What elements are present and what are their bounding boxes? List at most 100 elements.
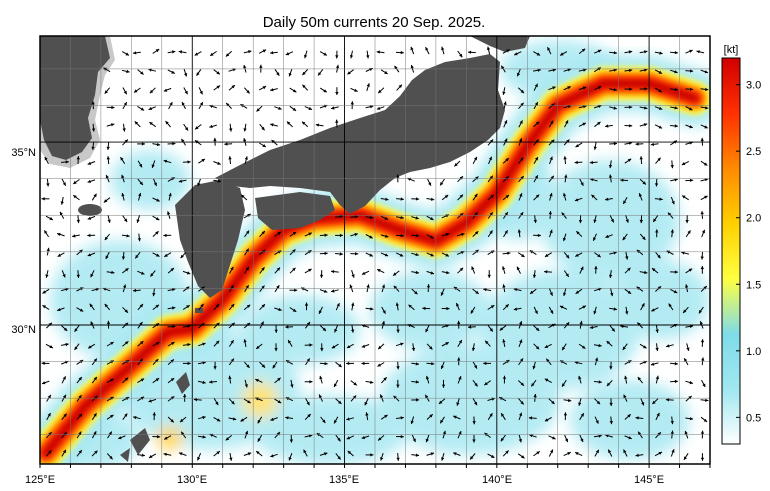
current-arrow xyxy=(533,306,538,315)
current-arrow xyxy=(549,192,553,201)
current-arrow xyxy=(668,303,674,311)
current-arrow xyxy=(259,142,267,148)
current-arrow xyxy=(486,46,491,55)
current-arrow xyxy=(167,288,176,292)
current-arrow xyxy=(213,398,219,406)
current-arrow xyxy=(349,50,354,59)
current-arrow xyxy=(167,416,175,423)
current-arrow xyxy=(625,306,629,315)
current-arrow xyxy=(106,270,115,274)
current-arrow xyxy=(148,106,157,111)
current-arrow xyxy=(134,121,141,128)
current-arrow xyxy=(395,342,404,347)
current-arrow xyxy=(377,343,385,350)
current-arrow xyxy=(351,324,355,333)
current-arrow xyxy=(439,416,445,424)
current-arrow xyxy=(57,252,65,258)
current-arrow xyxy=(700,87,709,92)
current-arrow xyxy=(152,252,160,257)
current-arrow xyxy=(640,303,645,311)
current-arrow xyxy=(441,270,450,275)
current-arrow xyxy=(483,288,492,292)
current-arrow xyxy=(561,343,567,351)
current-arrow xyxy=(639,106,648,110)
current-arrow xyxy=(701,379,706,388)
current-arrow xyxy=(548,120,554,128)
current-arrow xyxy=(244,266,250,274)
current-arrow xyxy=(620,178,629,182)
current-arrow xyxy=(472,434,476,443)
current-arrow xyxy=(411,343,416,352)
current-arrow xyxy=(700,416,708,423)
current-arrow xyxy=(654,69,663,75)
current-arrow xyxy=(488,156,493,165)
current-arrow xyxy=(548,398,555,405)
current-arrow xyxy=(197,178,201,187)
current-arrow xyxy=(578,48,586,54)
current-arrow xyxy=(335,398,342,405)
current-arrow xyxy=(533,194,540,201)
jeju-island xyxy=(78,204,102,216)
current-arrow xyxy=(377,87,385,94)
current-arrow xyxy=(670,449,675,457)
current-arrow xyxy=(335,215,343,219)
current-arrow xyxy=(365,307,374,311)
current-arrow xyxy=(426,343,433,350)
current-arrow xyxy=(377,362,385,367)
current-arrow xyxy=(623,449,628,457)
current-arrow xyxy=(318,306,323,315)
current-arrow xyxy=(167,69,176,74)
current-arrow xyxy=(639,87,648,91)
current-arrow xyxy=(270,123,278,127)
current-arrow xyxy=(685,178,694,182)
current-arrow xyxy=(625,215,629,223)
current-arrow xyxy=(427,178,432,187)
current-arrow xyxy=(609,325,616,332)
current-arrow xyxy=(441,306,450,311)
current-arrow xyxy=(167,325,176,329)
current-arrow xyxy=(243,50,252,54)
current-arrow xyxy=(183,123,189,131)
current-arrow xyxy=(198,342,206,347)
current-arrow xyxy=(654,451,663,457)
current-arrow xyxy=(578,215,583,224)
current-arrow xyxy=(639,215,643,224)
current-arrow xyxy=(547,46,552,55)
current-arrow xyxy=(425,324,430,333)
current-arrow xyxy=(395,435,404,439)
current-arrow xyxy=(454,160,461,167)
current-arrow xyxy=(228,339,235,347)
current-arrow xyxy=(637,376,643,384)
current-arrow xyxy=(605,234,613,238)
current-arrow xyxy=(685,268,693,274)
current-arrow xyxy=(533,215,537,224)
current-arrow xyxy=(575,252,583,257)
current-arrow xyxy=(304,434,313,438)
current-arrow xyxy=(163,233,172,238)
current-arrow xyxy=(182,304,190,310)
current-arrow xyxy=(304,380,313,384)
current-arrow xyxy=(121,234,130,238)
current-arrow xyxy=(57,307,65,312)
current-arrow xyxy=(593,85,602,91)
current-arrow xyxy=(132,288,141,293)
amami-islands xyxy=(120,372,190,462)
lon-tick-label: 140°E xyxy=(482,474,512,486)
current-arrow xyxy=(518,339,523,347)
current-arrow xyxy=(396,174,400,183)
current-arrow xyxy=(103,197,111,203)
current-arrow xyxy=(700,339,705,347)
current-arrow xyxy=(303,449,308,457)
current-arrow xyxy=(76,413,83,420)
current-arrow xyxy=(376,268,385,274)
current-arrow xyxy=(563,86,572,91)
current-arrow xyxy=(103,67,111,73)
current-arrow xyxy=(609,68,617,72)
current-arrow xyxy=(670,270,678,274)
current-arrow xyxy=(137,69,144,75)
colorbar-ticks: 0.5 1.0 1.5 2.0 2.5 3.0 xyxy=(736,80,761,424)
current-arrow xyxy=(380,234,389,238)
current-arrow xyxy=(686,343,690,352)
current-arrow xyxy=(562,233,567,242)
current-arrow xyxy=(425,46,430,55)
